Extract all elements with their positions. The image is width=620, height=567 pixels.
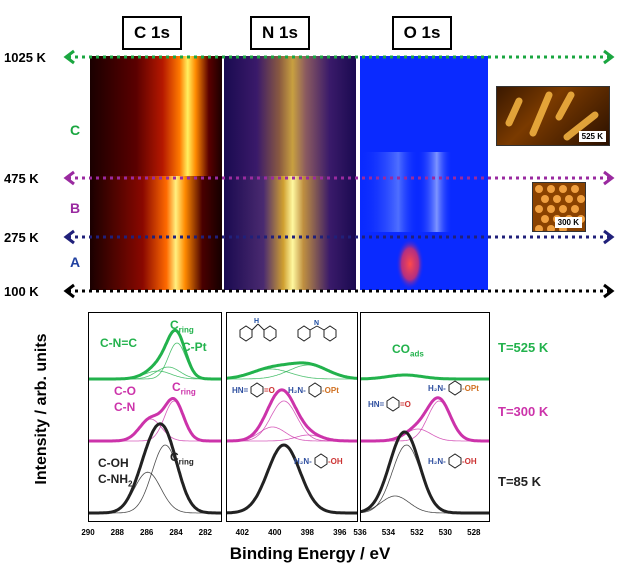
x-axis-label: Binding Energy / eV xyxy=(229,544,391,563)
tick-label: 534 xyxy=(381,528,396,537)
stm-inset-525: 525 K xyxy=(496,86,610,146)
c1s-title: C 1s xyxy=(122,16,182,50)
svg-text:H: H xyxy=(254,318,259,325)
o1s-300-o: =O xyxy=(400,400,411,409)
region-label-a: A xyxy=(70,254,81,270)
tick-label: 532 xyxy=(410,528,424,537)
tick-label: 536 xyxy=(353,528,367,537)
temp-label-100: 100 K xyxy=(4,284,39,299)
o1s-spectra-frame xyxy=(360,312,490,522)
o1s-heatmap xyxy=(360,56,488,290)
n1s-85-oh: -OH xyxy=(328,457,343,466)
component-peak xyxy=(227,400,357,442)
c1s-spectra-frame xyxy=(88,312,222,522)
o1s-title: O 1s xyxy=(392,16,452,50)
c1s-85-cnh2: C-NH2 xyxy=(98,472,133,489)
region-label-c: C xyxy=(70,122,81,138)
spectrum-envelope xyxy=(89,397,221,443)
o1s-300-ring-b xyxy=(448,380,462,396)
o1s-300-ring-a xyxy=(386,396,400,412)
tick-label: 288 xyxy=(110,528,124,537)
y-axis-label: Intensity / arb. units xyxy=(33,333,50,485)
stm-label-300: 300 K xyxy=(554,217,582,228)
svg-text:N: N xyxy=(314,320,319,327)
c1s-300-co: C-O xyxy=(114,384,136,398)
tick-label: 284 xyxy=(169,528,183,537)
o1s-300-h2n: H₂N- xyxy=(428,384,446,393)
o1s-300-hn: HN= xyxy=(368,400,385,409)
n1s-spectra-frame xyxy=(226,312,358,522)
spectrum-envelope xyxy=(361,396,489,443)
c1s-525-cpt: C-Pt xyxy=(182,340,207,354)
o1s-525-coads: COads xyxy=(392,342,424,359)
n1s-300-ring-b xyxy=(308,382,322,398)
n1s-85-h2n: H₂N- xyxy=(294,457,312,466)
spectrum-envelope xyxy=(361,430,489,515)
spectrum-envelope xyxy=(227,443,357,515)
row-label-85: T=85 K xyxy=(498,474,541,489)
c1s-300-cn: C-N xyxy=(114,400,136,414)
n1s-molecules-525: H N xyxy=(239,318,337,342)
tick-label: 530 xyxy=(438,528,452,537)
n1s-300-h2n: H₂N- xyxy=(288,386,306,395)
region-label-b: B xyxy=(70,200,81,216)
o1s-85-h2n: H₂N- xyxy=(428,457,446,466)
spectrum-envelope xyxy=(227,388,357,443)
n1s-title: N 1s xyxy=(250,16,310,50)
spectrum-envelope xyxy=(361,373,489,381)
c1s-85-coh: C-OH xyxy=(98,456,129,470)
tick-label: 400 xyxy=(268,528,282,537)
o1s-85-oh: -OH xyxy=(462,457,477,466)
tick-label: 528 xyxy=(467,528,481,537)
stm-image-525 xyxy=(505,91,599,141)
component-peak xyxy=(227,364,357,380)
spectrum-envelope xyxy=(89,328,221,381)
c1s-300-cring: Cring xyxy=(172,380,196,397)
tick-label: 398 xyxy=(300,528,314,537)
tick-label: 396 xyxy=(333,528,347,537)
temp-label-275: 275 K xyxy=(4,230,39,245)
n1s-300-o: =O xyxy=(264,386,275,395)
n1s-heatmap xyxy=(224,56,356,290)
stm-inset-300: 300 K xyxy=(532,182,586,233)
temp-label-475: 475 K xyxy=(4,171,39,186)
c1s-spectra xyxy=(89,328,221,515)
stm-label-525: 525 K xyxy=(578,131,606,142)
c1s-85-cring: Cring xyxy=(170,450,194,467)
row-label-525: T=525 K xyxy=(498,340,549,355)
o1s-spectra xyxy=(361,373,489,515)
n1s-300-ring-a xyxy=(250,382,264,398)
tick-label: 286 xyxy=(140,528,154,537)
n1s-300-hn: HN= xyxy=(232,386,249,395)
temp-label-1025: 1025 K xyxy=(4,50,46,65)
n1s-85-ring xyxy=(314,453,328,469)
component-peak xyxy=(361,495,489,514)
temperature-arrows xyxy=(63,49,615,299)
row-label-300: T=300 K xyxy=(498,404,549,419)
n1s-300-opt: -OPt xyxy=(322,386,339,395)
spectrum-envelope xyxy=(89,422,221,515)
o1s-300-opt: -OPt xyxy=(462,384,479,393)
c1s-525-cnc: C-N=C xyxy=(100,336,138,350)
o1s-85-ring xyxy=(448,453,462,469)
spectrum-envelope xyxy=(227,361,357,380)
tick-label: 282 xyxy=(198,528,212,537)
n1s-spectra xyxy=(227,361,357,515)
c1s-525-cring: Cring xyxy=(170,318,194,335)
tick-label: 290 xyxy=(81,528,95,537)
tick-label: 402 xyxy=(235,528,249,537)
c1s-heatmap xyxy=(90,56,222,290)
